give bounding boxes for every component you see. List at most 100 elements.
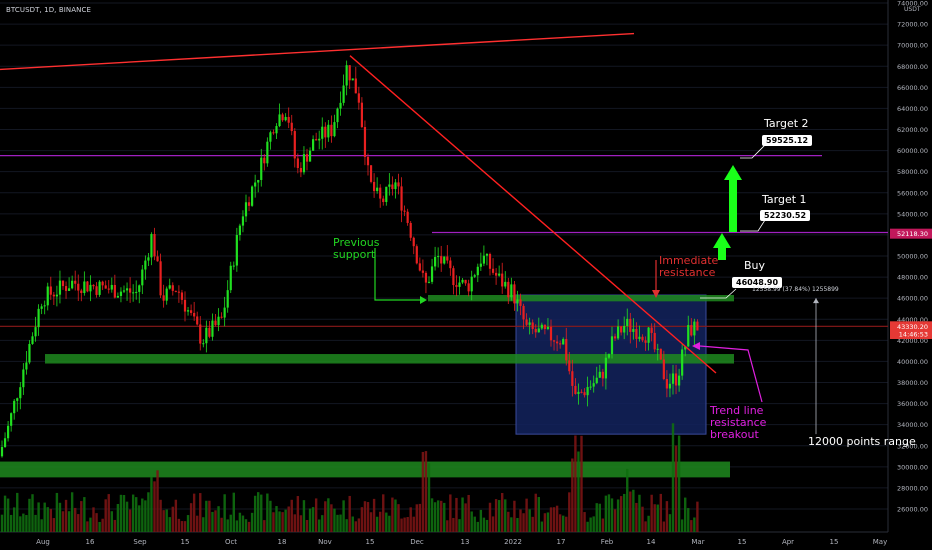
middle-support-zone	[45, 354, 734, 364]
candle-body	[232, 265, 235, 267]
candle-body	[574, 385, 577, 394]
candle-body	[290, 122, 293, 132]
volume-bar	[324, 501, 327, 532]
candle-body	[159, 261, 162, 296]
volume-bar	[305, 519, 309, 532]
candle-body	[430, 266, 434, 282]
volume-bar	[241, 515, 245, 532]
candle-body	[275, 126, 278, 134]
candle-body	[415, 246, 418, 264]
volume-bar	[601, 518, 605, 532]
volume-bar	[150, 476, 153, 532]
candle-body	[342, 85, 345, 103]
price-tick-label: 42000.00	[897, 337, 928, 345]
volume-bar	[43, 502, 46, 532]
volume-bar	[95, 513, 98, 532]
candle-body	[80, 290, 83, 294]
candle-body	[40, 306, 43, 309]
candle-body	[61, 280, 65, 287]
volume-bar	[684, 497, 687, 532]
volume-bar	[77, 514, 80, 532]
candle-body	[10, 413, 13, 426]
candle-body	[64, 286, 68, 291]
candle-body	[16, 398, 19, 401]
candle-body	[519, 299, 522, 306]
candle-body	[348, 65, 351, 81]
volume-bar	[482, 517, 486, 532]
candle-body	[592, 383, 595, 387]
candle-body	[138, 285, 141, 292]
price-tick-label: 54000.00	[897, 210, 928, 218]
candle-body	[379, 187, 382, 199]
time-tick-label: 15	[830, 538, 839, 546]
volume-bar	[388, 515, 391, 532]
candle-body	[122, 290, 126, 292]
volume-bar	[577, 451, 580, 532]
volume-bar	[360, 507, 364, 532]
volume-bar	[226, 519, 229, 532]
volume-bar	[519, 509, 522, 532]
candle-body	[22, 369, 25, 388]
buy-pointer	[700, 288, 737, 299]
candle-body	[190, 310, 193, 313]
range-measure-arrowhead	[813, 298, 819, 304]
price-tick-label: 66000.00	[897, 84, 928, 92]
candle-body	[251, 186, 254, 206]
volume-bar	[28, 498, 31, 532]
volume-bar	[135, 497, 138, 532]
descending-trendline	[349, 55, 717, 374]
candle-body	[467, 283, 470, 292]
volume-bar	[406, 517, 409, 532]
volume-bar	[644, 521, 647, 532]
candle-body	[674, 373, 678, 386]
price-tick-label: 38000.00	[897, 379, 928, 387]
volume-bar	[470, 511, 473, 532]
volume-bar	[101, 518, 104, 532]
target-2-pointer	[740, 144, 766, 159]
volume-bar	[19, 516, 22, 532]
candle-body	[531, 322, 534, 329]
volume-bar	[98, 521, 101, 532]
upper-red-trendline	[0, 32, 635, 71]
candle-body	[357, 93, 360, 103]
candle-body	[19, 387, 22, 399]
candle-body	[321, 126, 324, 139]
volume-bar	[528, 509, 531, 532]
candle-body	[68, 288, 71, 291]
candle-body	[31, 336, 34, 344]
volume-bar	[632, 489, 635, 532]
candle-body	[491, 268, 495, 273]
volume-bar	[202, 517, 205, 532]
volume-bar	[342, 500, 345, 532]
time-tick-label: Nov	[318, 538, 332, 546]
volume-bar	[192, 493, 196, 532]
candle-body	[208, 327, 211, 337]
volume-bar	[623, 493, 626, 532]
volume-bar	[473, 516, 476, 532]
volume-bar	[598, 503, 601, 532]
candle-body	[684, 346, 687, 350]
candle-body	[333, 122, 336, 137]
volume-bar	[67, 511, 71, 532]
candle-body	[513, 284, 516, 304]
candle-body	[315, 139, 318, 141]
volume-bar	[488, 502, 492, 532]
price-tick-label: 48000.00	[897, 274, 928, 282]
candle-body	[83, 281, 86, 294]
price-tick-label: 58000.00	[897, 168, 928, 176]
candle-body	[260, 157, 263, 180]
volume-bar	[128, 509, 132, 532]
volume-bar	[64, 499, 68, 532]
candle-body	[193, 312, 196, 317]
candle-body	[144, 260, 147, 270]
volume-bar	[107, 494, 110, 532]
volume-bar	[650, 494, 653, 532]
volume-bar	[635, 502, 638, 532]
candle-body	[247, 202, 251, 206]
volume-bar	[641, 506, 644, 532]
candle-body	[559, 343, 562, 345]
price-tag	[890, 228, 932, 239]
volume-bar	[89, 517, 92, 532]
candle-body	[482, 255, 485, 264]
